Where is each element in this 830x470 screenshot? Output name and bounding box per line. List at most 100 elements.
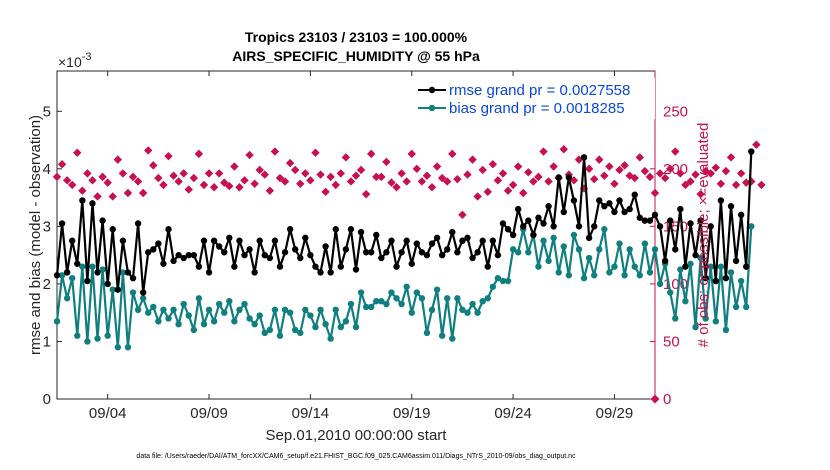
rmse-point-132 [722,274,730,282]
bias-point-72 [418,295,426,302]
evaluated-point-59 [351,171,361,180]
evaluated-point-54 [326,172,335,182]
evaluated-point-31 [209,183,219,192]
evaluated-point-24 [174,177,183,186]
bias-point-136 [743,303,750,311]
evaluated-point-21 [159,180,168,190]
rmse-point-23 [170,257,177,265]
evaluated-point-58 [346,177,356,186]
rmse-point-43 [271,237,279,244]
evaluated-point-96 [539,147,548,156]
y-exponent-label: ×10-3 [58,51,92,70]
bias-point-60 [357,289,365,296]
rmse-point-136 [743,263,750,270]
rmse-point-88 [499,220,507,227]
evaluated-point-39 [250,179,259,188]
evaluated-point-95 [534,172,543,182]
rmse-point-31 [210,237,218,244]
legend-rmse-label: rmse grand pr = 0.0027558 [449,82,630,99]
evaluated-point-87 [493,176,503,185]
rmse-point-4 [74,260,81,267]
evaluated-point-81 [463,170,472,179]
bias-point-102 [570,231,578,239]
rmse-point-5 [79,197,86,204]
bias-point-76 [438,332,446,339]
bias-point-6 [84,338,91,345]
evaluated-point-52 [316,170,325,179]
rmse-point-1 [58,220,66,227]
evaluated-point-65 [382,157,391,167]
evaluated-point-30 [204,169,214,178]
rmse-point-42 [266,254,274,262]
bias-point-126 [692,323,699,331]
bias-point-134 [732,303,740,311]
rmse-point-112 [621,208,628,216]
evaluated-point-100 [559,145,568,154]
x-axis-ticks: 09/04 09/09 09/14 09/19 09/24 09/29 [89,71,633,422]
bias-point-104 [580,274,588,282]
rmse-point-82 [469,254,476,262]
evaluated-point-122 [671,147,680,156]
evaluated-point-120 [660,173,670,183]
bias-point-108 [601,226,608,233]
bias-point-30 [205,306,213,314]
evaluated-point-121 [666,164,675,174]
bias-point-43 [271,306,279,314]
rmse-point-0 [53,272,61,279]
rmse-point-119 [656,223,664,230]
evaluated-point-106 [589,174,599,184]
evaluated-point-35 [230,162,239,171]
bias-point-39 [251,320,258,328]
evaluated-point-40 [255,165,264,175]
rmse-point-101 [565,174,573,181]
rmse-point-63 [373,231,380,239]
bias-point-83 [474,309,481,316]
rmse-point-25 [180,254,187,262]
rmse-point-58 [347,226,355,233]
bias-point-67 [393,295,400,302]
evaluated-point-46 [285,158,295,168]
series-possible [56,394,757,404]
bias-point-3 [69,274,76,282]
evaluated-point-60 [356,165,366,175]
evaluated-point-86 [488,160,498,169]
evaluated-point-12 [113,155,123,164]
bias-point-122 [672,315,679,322]
bias-point-87 [494,274,502,282]
rmse-point-81 [464,234,471,242]
evaluated-point-25 [179,169,188,178]
rmse-point-91 [514,205,522,213]
evaluated-point-117 [645,172,655,182]
evaluated-point-123 [676,169,685,178]
bias-point-28 [195,295,203,302]
rmse-point-100 [560,208,567,216]
y2-tick-label-3: 150 [663,218,688,235]
bias-point-73 [423,329,431,337]
rmse-point-56 [337,263,344,270]
evaluated-point-55 [331,180,340,190]
evaluated-point-20 [154,173,163,183]
evaluated-point-132 [721,166,731,176]
bias-point-74 [428,306,436,314]
rmse-point-123 [677,205,684,213]
rmse-point-20 [155,240,162,247]
rmse-point-45 [281,249,289,256]
rmse-point-37 [241,251,248,259]
rmse-point-11 [109,226,116,233]
bias-point-113 [626,246,633,253]
evaluated-point-125 [686,177,695,186]
rmse-point-114 [631,191,638,198]
rmse-point-109 [606,200,613,207]
bias-point-124 [682,297,689,305]
rmse-point-111 [616,197,623,204]
rmse-point-66 [388,237,395,244]
bias-point-100 [560,243,567,250]
evaluated-point-89 [503,186,513,195]
bias-point-40 [256,312,263,319]
bias-point-101 [565,272,573,279]
evaluated-point-134 [731,180,741,190]
rmse-point-96 [540,220,547,227]
rmse-point-80 [459,237,466,244]
evaluated-point-63 [372,172,381,182]
bias-point-66 [388,289,395,296]
